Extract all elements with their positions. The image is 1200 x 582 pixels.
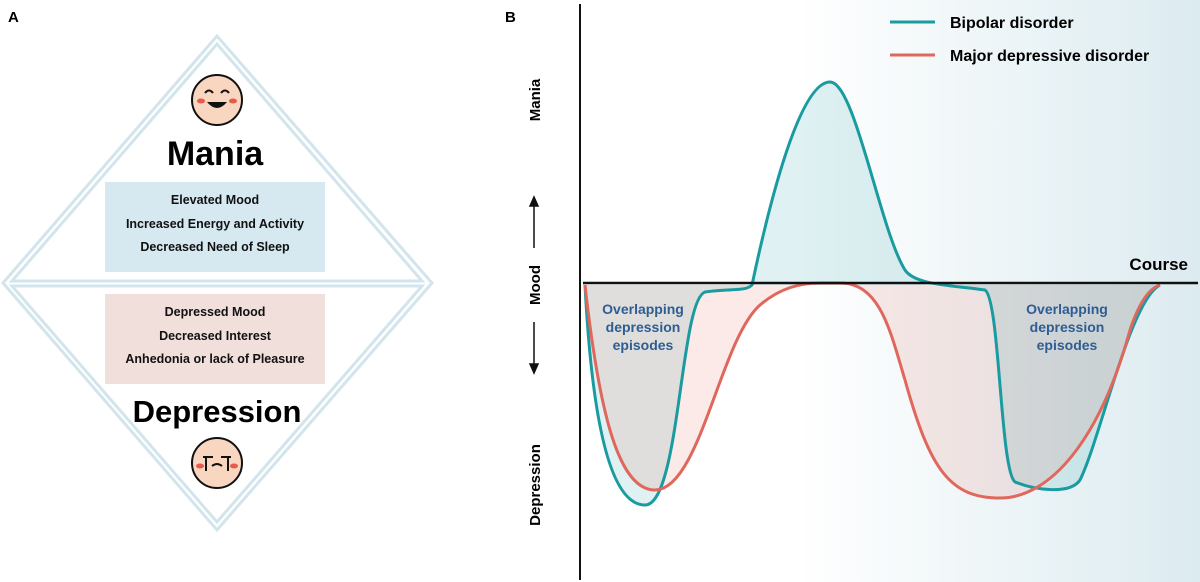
legend-label: Bipolar disorder (950, 15, 1074, 32)
sad-face (191, 437, 243, 489)
mania-box (105, 182, 325, 272)
y-label: Mood (527, 265, 544, 305)
y-label: Mania (527, 78, 544, 121)
legend: Bipolar disorder Major depressive disorde… (890, 15, 1149, 65)
depression-box (105, 294, 325, 384)
symptom: Decreased Interest (159, 328, 271, 343)
depression-title: Depression (133, 394, 302, 429)
curves (583, 80, 1161, 507)
annotation: Overlapping depression episodes (1026, 301, 1108, 353)
background (582, 0, 1200, 582)
symptom: Anhedonia or lack of Pleasure (125, 352, 305, 366)
depression-symptoms: Depressed Mood Decreased Interest Anhedo… (105, 301, 325, 372)
mania-symptoms: Elevated Mood Increased Energy and Activ… (105, 189, 325, 260)
legend-label: Major depressive disorder (950, 48, 1149, 65)
symptom: Elevated Mood (170, 193, 260, 207)
curve (583, 281, 1161, 500)
diamond (1, 33, 434, 533)
symptom: Depressed Mood (164, 305, 266, 319)
curve-fill (585, 283, 1160, 498)
mania-title: Mania (167, 135, 264, 173)
symptom: Decreased Need of Sleep (140, 240, 290, 254)
symptom: Increased Energy and Activity (125, 216, 305, 231)
panel-label: B (505, 9, 516, 26)
x-label: Course (1129, 255, 1188, 274)
panel-label: A (8, 9, 19, 26)
curve (583, 80, 1161, 507)
y-label: Depression (527, 444, 544, 526)
curve-fill (585, 82, 1160, 505)
happy-face (191, 74, 243, 126)
mood-arrows (528, 195, 540, 375)
annotation: Overlapping depression episodes (602, 301, 684, 353)
